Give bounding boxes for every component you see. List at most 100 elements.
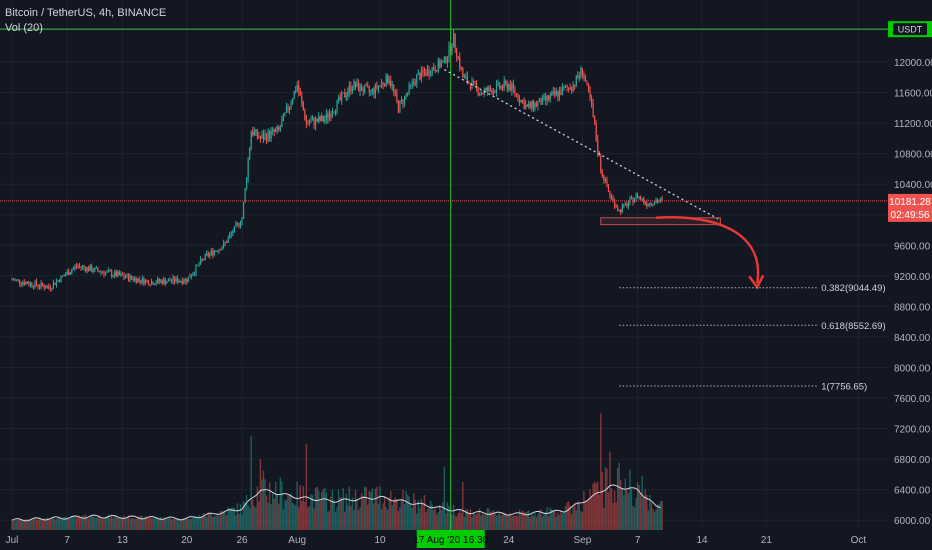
candle-body (264, 134, 266, 140)
candle-body (273, 129, 275, 132)
volume-bar (609, 451, 611, 531)
candle-body (152, 281, 154, 285)
volume-bar (558, 514, 561, 531)
volume-bar (265, 495, 268, 531)
volume-bar (86, 518, 88, 531)
candle-body (78, 266, 81, 268)
candle-body (189, 276, 191, 278)
volume-bar (566, 502, 568, 531)
candle-body (597, 139, 599, 153)
candle-body (568, 87, 570, 89)
volume-bar (133, 518, 136, 531)
price-axis[interactable]: 6000.00 6400.00 6800.00 7200.00 7600.00 8000.… (888, 0, 932, 530)
candle-body (652, 204, 654, 206)
volume-bar (252, 499, 254, 531)
candle-body (658, 201, 660, 203)
candle-body (466, 76, 468, 83)
candle-body (249, 147, 251, 160)
volume-bar (221, 510, 223, 531)
volume-indicator-label[interactable]: Vol (20) (5, 22, 43, 34)
candle-body (108, 270, 110, 272)
candle-body (167, 279, 169, 282)
volume-bar (184, 519, 186, 531)
volume-bar (459, 511, 461, 531)
candle-body (577, 75, 579, 78)
candle-body (387, 74, 389, 83)
volume-bar (87, 518, 90, 531)
volume-bar (169, 517, 171, 531)
volume-bar (500, 515, 502, 531)
candle-body (426, 69, 429, 76)
volume-bar (248, 507, 251, 531)
volume-bar (12, 520, 15, 531)
volume-bar (112, 518, 114, 531)
candle-body (292, 99, 294, 103)
volume-bar (298, 507, 300, 531)
volume-bar (244, 502, 246, 531)
volume-bar (641, 475, 643, 531)
volume-bar (308, 506, 311, 531)
volume-bar (561, 513, 564, 531)
volume-bar (377, 504, 380, 531)
candle-body (548, 95, 550, 100)
volume-bar (57, 518, 59, 531)
candle-body (638, 196, 640, 198)
candle-body (486, 87, 488, 92)
candle-body (394, 90, 396, 93)
volume-bar (201, 516, 203, 531)
volume-bar (305, 443, 308, 531)
candle-body (118, 272, 120, 276)
candle-body (517, 93, 519, 100)
candle-body (520, 99, 522, 103)
candle-body (144, 280, 146, 284)
volume-bar (198, 514, 200, 531)
volume-bar (425, 512, 427, 531)
candle-body (86, 267, 88, 272)
volume-bar (18, 519, 21, 531)
candle-body (134, 278, 136, 281)
volume-bar (183, 518, 185, 531)
candle-body (111, 271, 113, 277)
volume-bar (60, 519, 62, 531)
volume-bar (301, 501, 303, 531)
candle-body (147, 280, 150, 285)
volume-bar (512, 515, 515, 531)
candle-body (405, 94, 407, 96)
volume-bar (285, 499, 288, 531)
volume-bar (103, 518, 105, 531)
candle-body (479, 93, 481, 95)
symbol-title[interactable]: Bitcoin / TetherUS, 4h, BINANCE (5, 7, 167, 19)
candle-body (575, 75, 577, 86)
volume-bar (616, 467, 619, 531)
candle-body (192, 273, 194, 276)
candle-body (592, 103, 594, 117)
volume-bar (261, 479, 263, 531)
candle-body (403, 95, 406, 105)
volume-bar (440, 509, 443, 531)
candle-body (20, 283, 22, 285)
candle-body (25, 282, 27, 285)
volume-bar (69, 517, 71, 531)
volume-bar (14, 520, 16, 531)
candle-body (410, 84, 412, 86)
volume-bar (380, 509, 383, 531)
volume-bar (624, 478, 627, 531)
candle-body (456, 48, 458, 57)
volume-bar (362, 495, 364, 531)
volume-bar (187, 519, 190, 531)
candle-body (364, 85, 366, 92)
volume-bar (371, 488, 374, 531)
candle-body (431, 67, 433, 75)
candle-body (321, 115, 323, 121)
candle-body (293, 91, 295, 100)
price-axis-bg (888, 0, 932, 530)
volume-bar (560, 511, 562, 531)
candle-body (77, 266, 79, 267)
volume-bar (241, 514, 243, 531)
candle-body (72, 268, 74, 270)
candle-body (154, 284, 156, 286)
volume-bar (78, 515, 81, 531)
volume-bar (658, 504, 660, 531)
candle-body (413, 81, 415, 83)
